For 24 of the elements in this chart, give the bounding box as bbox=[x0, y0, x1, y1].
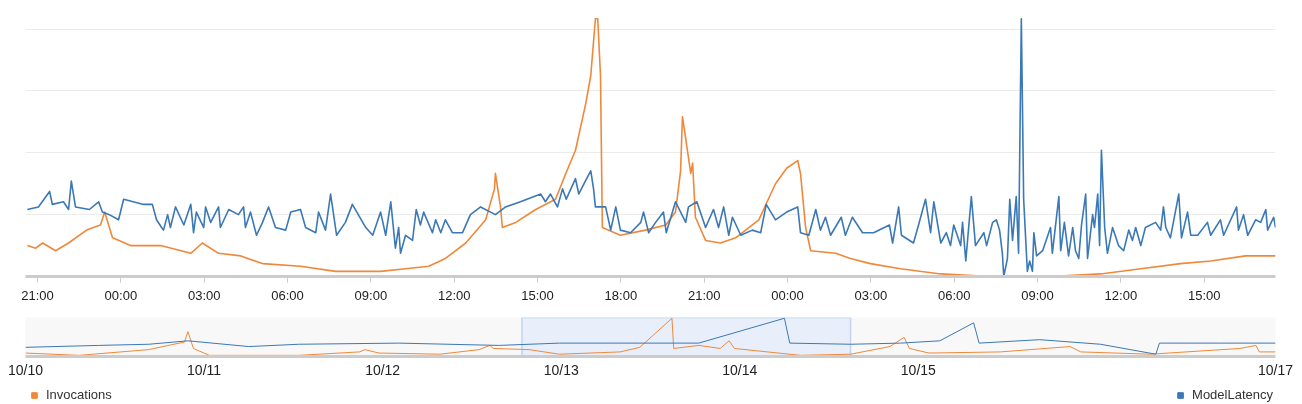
x-tick-label: 12:00 bbox=[437, 287, 471, 303]
x-tick-label: 15:00 bbox=[1187, 287, 1221, 303]
x-tick-label: 21:00 bbox=[21, 287, 54, 303]
x-tick-label: 10/14 bbox=[722, 361, 758, 378]
x-tick-label: 00:00 bbox=[771, 287, 804, 303]
x-tick-label: 03:00 bbox=[854, 287, 888, 303]
x-tick-label: 03:00 bbox=[187, 287, 221, 303]
x-tick-label: 10/11 bbox=[187, 361, 222, 378]
x-tick-label: 21:00 bbox=[687, 287, 721, 303]
x-tick-label: 10/10 bbox=[7, 361, 44, 378]
x-tick-label: 15:00 bbox=[521, 287, 554, 303]
x-tick-label: 06:00 bbox=[271, 287, 304, 303]
legend-label: Invocations bbox=[46, 387, 112, 402]
x-tick-label: 10/17 bbox=[1257, 361, 1294, 378]
legend-label: ModelLatency bbox=[1192, 387, 1273, 402]
x-tick-label: 10/15 bbox=[900, 361, 937, 378]
x-tick-label: 06:00 bbox=[937, 287, 971, 303]
x-tick-label: 12:00 bbox=[1104, 287, 1138, 303]
x-tick-label: 10/12 bbox=[365, 361, 401, 378]
x-tick-label: 09:00 bbox=[354, 287, 388, 303]
x-tick-label: 10/13 bbox=[543, 361, 579, 378]
x-tick-label: 18:00 bbox=[604, 287, 638, 303]
x-tick-label: 00:00 bbox=[104, 287, 138, 303]
x-tick-label: 09:00 bbox=[1021, 287, 1054, 303]
